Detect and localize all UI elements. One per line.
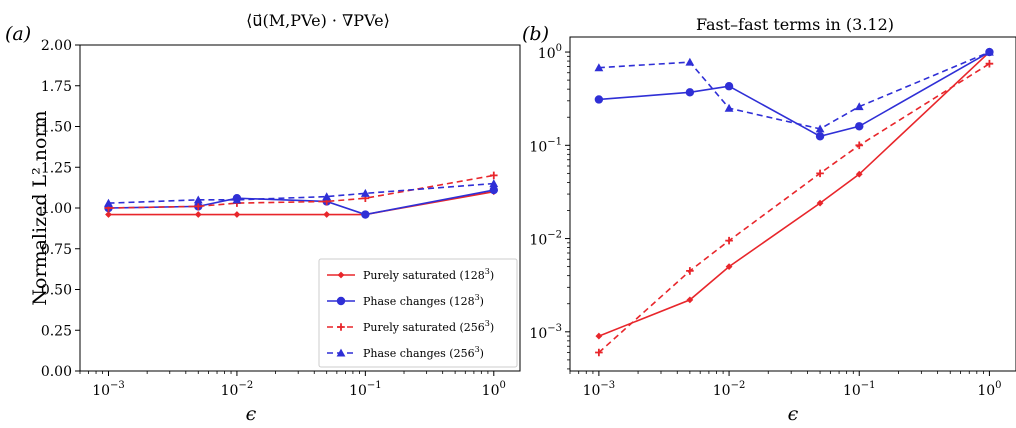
series-2-point bbox=[815, 132, 825, 141]
series-3-point bbox=[194, 202, 203, 211]
series-4-point bbox=[815, 124, 825, 133]
series-4-point bbox=[854, 102, 864, 111]
series-4-point bbox=[685, 57, 695, 66]
panel-a-y-axis-label: Normalized L² norm bbox=[29, 110, 51, 305]
panel-b-title: Fast–fast terms in (3.12) bbox=[696, 15, 894, 34]
series-4-point bbox=[193, 195, 203, 204]
series-3-point bbox=[725, 236, 733, 245]
series-1-point bbox=[595, 332, 603, 340]
panel-b-plot-area: 10−3 10−2 10−1 100 10−3 10−2 10−1 100 bbox=[529, 43, 1001, 399]
y-tick-label: 1.50 bbox=[41, 120, 72, 136]
series-2-point bbox=[685, 88, 695, 97]
series-1-point bbox=[233, 211, 241, 218]
series-2-line bbox=[598, 51, 990, 138]
panel-b: (b) Fast–fast terms in (3.12) ϵ 10−3 10−2… bbox=[522, 15, 1016, 425]
legend-entry: Purely saturated (2563) bbox=[363, 319, 494, 334]
x-tick-label: 10−2 bbox=[713, 380, 746, 399]
panel-a-title-text: ⟨u⃗(M,PVe) · ∇PVe⟩ bbox=[246, 11, 390, 30]
y-tick-label: 100 bbox=[538, 43, 562, 62]
series-4-point bbox=[360, 188, 370, 197]
legend-marker bbox=[336, 348, 346, 357]
series-4-point bbox=[104, 198, 113, 207]
series-3-line bbox=[598, 63, 990, 354]
series-4-point bbox=[322, 192, 332, 201]
x-tick-label: 10−3 bbox=[92, 380, 125, 399]
series-1-line bbox=[598, 51, 990, 337]
legend-box bbox=[318, 258, 518, 368]
panel-b-x-axis-label: ϵ bbox=[788, 403, 799, 425]
series-3-point bbox=[985, 59, 994, 68]
series-3-point bbox=[855, 141, 864, 150]
series-3-point bbox=[595, 348, 603, 357]
series-4-line bbox=[598, 51, 990, 130]
series-1-point bbox=[194, 211, 202, 218]
series-4-point bbox=[232, 195, 242, 204]
y-tick-label: 10−2 bbox=[529, 230, 562, 249]
series-1-point bbox=[725, 263, 733, 271]
panel-b-frame bbox=[569, 36, 1016, 372]
x-tick-label: 100 bbox=[977, 380, 1001, 399]
y-tick-label: 2.00 bbox=[41, 38, 72, 54]
x-tick-label: 100 bbox=[482, 380, 506, 399]
series-4-line bbox=[108, 182, 494, 204]
x-tick-label: 10−3 bbox=[583, 380, 616, 399]
y-tick-label: 1.75 bbox=[41, 79, 72, 95]
series-1-point bbox=[323, 211, 331, 218]
y-tick-label: 10−1 bbox=[529, 136, 562, 155]
y-tick-label: 10−3 bbox=[529, 323, 562, 342]
series-1-point bbox=[816, 199, 824, 207]
series-4-point bbox=[489, 179, 499, 188]
series-1-line bbox=[108, 190, 494, 216]
panel-a-frame bbox=[79, 44, 521, 372]
series-3-point bbox=[686, 267, 694, 275]
panel-a: (a) ⟨u⃗(M,PVe) · ∇PVe⟩ Normalized L² nor… bbox=[5, 11, 521, 425]
legend-marker bbox=[337, 323, 345, 331]
series-1-point bbox=[855, 170, 863, 178]
x-tick-label: 10−1 bbox=[843, 380, 876, 399]
legend-entry: Purely saturated (1283) bbox=[363, 267, 494, 282]
series-2-point bbox=[489, 185, 498, 195]
series-1-point bbox=[105, 211, 112, 218]
series-2-point bbox=[361, 210, 370, 219]
panel-a-plot-area: 10−3 10−2 10−1 100 0.00 0.25 0.50 0.75 1.00 1.25 1… bbox=[41, 38, 506, 399]
y-tick-label: 1.00 bbox=[41, 201, 72, 217]
y-tick-label: 1.25 bbox=[41, 160, 72, 176]
series-4-point bbox=[985, 47, 994, 56]
series-2-point bbox=[594, 95, 604, 104]
series-2-point bbox=[724, 82, 734, 91]
panel-a-title: ⟨u⃗(M,PVe) · ∇PVe⟩ bbox=[246, 11, 390, 30]
legend-marker bbox=[336, 296, 346, 306]
x-tick-label: 10−1 bbox=[349, 380, 382, 399]
panel-a-legend: Purely saturated (1283) Phase changes (12… bbox=[318, 258, 518, 368]
legend-marker bbox=[337, 271, 345, 279]
panel-a-x-axis-label: ϵ bbox=[246, 403, 257, 425]
series-4-point bbox=[594, 63, 604, 72]
series-4-point bbox=[724, 103, 734, 112]
y-tick-label: 0.25 bbox=[41, 323, 72, 339]
y-tick-label: 0.75 bbox=[41, 242, 72, 258]
series-2-point bbox=[855, 122, 864, 131]
series-3-point bbox=[489, 171, 498, 180]
series-3-point bbox=[816, 169, 824, 178]
series-1-point bbox=[686, 296, 694, 304]
series-3-line bbox=[108, 174, 494, 209]
x-tick-label: 10−2 bbox=[221, 380, 254, 399]
panel-a-label: (a) bbox=[5, 23, 31, 45]
y-tick-label: 0.00 bbox=[41, 364, 72, 380]
panel-b-label: (b) bbox=[522, 23, 549, 45]
y-tick-label: 0.50 bbox=[41, 283, 72, 299]
legend-entry: Phase changes (1283) bbox=[363, 293, 484, 308]
legend-entry: Phase changes (2563) bbox=[363, 345, 484, 360]
